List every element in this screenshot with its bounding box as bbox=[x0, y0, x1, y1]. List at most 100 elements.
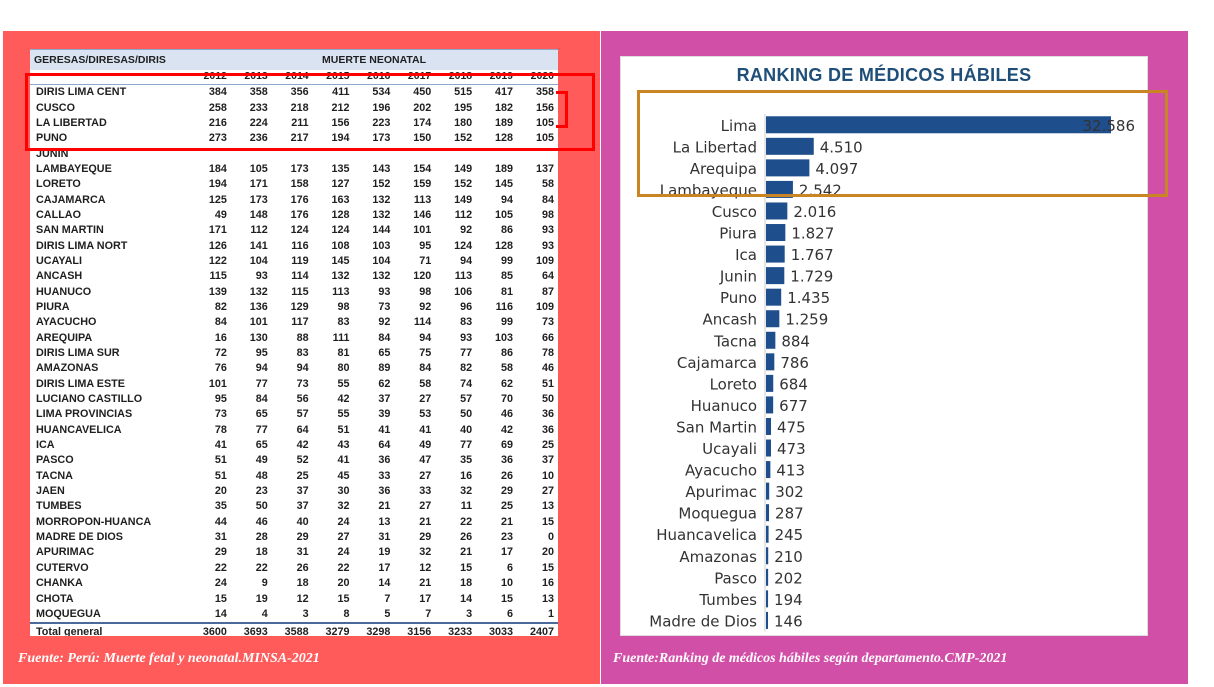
value-cell: 33 bbox=[378, 469, 391, 482]
value-cell: 101 bbox=[249, 316, 268, 329]
value-cell: 3298 bbox=[353, 622, 395, 636]
table-row: AMAZONAS 76 94 94 80 89 84 82 58 46 bbox=[30, 361, 558, 376]
value-cell: 84 bbox=[214, 316, 227, 329]
value-cell: 135 bbox=[331, 162, 350, 175]
value-cell: 216 bbox=[208, 116, 227, 129]
ranking-chart-panel: RANKING DE MÉDICOS HÁBILES bbox=[620, 56, 1148, 636]
bar-huanuco bbox=[766, 396, 774, 414]
value-cell: 105 bbox=[535, 132, 554, 145]
highlight-box-orange bbox=[637, 90, 1168, 197]
value-cell: 80 bbox=[337, 362, 350, 375]
value-cell: 84 bbox=[255, 393, 268, 406]
value-cell: 112 bbox=[454, 208, 473, 221]
value-cell: 18 bbox=[296, 577, 309, 590]
value-cell: 52 bbox=[296, 454, 309, 467]
data-table: GERESAS/DIRESAS/DIRIS MUERTE NEONATAL 20… bbox=[30, 49, 558, 636]
table-row: CALLAO 49 148 176 128 132 146 112 105 98 bbox=[30, 208, 558, 223]
value-cell: 173 bbox=[372, 132, 391, 145]
value-cell: 94 bbox=[419, 331, 432, 344]
value-cell: 92 bbox=[378, 316, 391, 329]
value-cell: 156 bbox=[331, 116, 350, 129]
value-cell: 116 bbox=[291, 239, 309, 252]
value-cell: 5 bbox=[384, 607, 391, 620]
value-cell: 85 bbox=[500, 270, 513, 283]
value-cell: 148 bbox=[249, 208, 268, 221]
table-row: MOQUEGUA 14 4 3 8 5 7 3 6 1 bbox=[30, 607, 558, 623]
value-label: 884 bbox=[781, 332, 810, 350]
value-cell: 108 bbox=[331, 239, 350, 252]
value-cell: 40 bbox=[296, 515, 309, 528]
value-cell: 9 bbox=[261, 577, 268, 590]
value-cell: 4 bbox=[261, 607, 268, 620]
total-row: Total general 3600 3693 3588 3279 3298 3156 323… bbox=[30, 622, 558, 636]
value-cell: 77 bbox=[255, 423, 268, 436]
value-cell: 22 bbox=[214, 561, 227, 574]
value-cell: 194 bbox=[208, 178, 227, 191]
value-cell: 27 bbox=[419, 500, 432, 513]
region-name-cell: DIRIS LIMA ESTE bbox=[36, 377, 125, 390]
value-cell: 14 bbox=[460, 592, 473, 605]
region-name-cell: TUMBES bbox=[36, 500, 82, 513]
value-label: 473 bbox=[777, 440, 806, 458]
value-cell: 120 bbox=[413, 270, 432, 283]
value-cell: 46 bbox=[500, 408, 513, 421]
value-cell: 43 bbox=[337, 439, 350, 452]
bar-cajamarca bbox=[766, 353, 775, 371]
value-cell: 16 bbox=[460, 469, 473, 482]
table-row: JAEN 20 23 37 30 36 33 32 29 27 bbox=[30, 484, 558, 499]
bar-lambayeque bbox=[766, 180, 793, 198]
table-row: CHOTA 15 19 12 15 7 17 14 15 13 bbox=[30, 591, 558, 606]
value-cell: 384 bbox=[208, 86, 227, 99]
value-cell: 145 bbox=[331, 254, 350, 267]
table-row: LUCIANO CASTILLO 95 84 56 42 37 27 57 70 50 bbox=[30, 392, 558, 407]
bar-la-libertad bbox=[766, 137, 814, 155]
value-cell: 23 bbox=[255, 485, 268, 498]
value-cell: 117 bbox=[291, 316, 309, 329]
value-cell: 173 bbox=[249, 193, 268, 206]
value-cell: 104 bbox=[249, 254, 268, 267]
value-cell: 11 bbox=[460, 500, 473, 513]
value-cell: 73 bbox=[214, 408, 227, 421]
value-cell: 158 bbox=[290, 178, 309, 191]
value-cell: 15 bbox=[541, 515, 554, 528]
value-cell: 127 bbox=[331, 178, 350, 191]
region-name-cell: CALLAO bbox=[36, 208, 81, 221]
region-name-cell: LORETO bbox=[36, 178, 81, 191]
value-cell: 83 bbox=[337, 316, 350, 329]
value-cell: 83 bbox=[296, 347, 309, 360]
value-cell: 6 bbox=[506, 561, 513, 574]
value-cell: 15 bbox=[500, 592, 513, 605]
value-cell: 26 bbox=[460, 531, 473, 544]
value-cell: 19 bbox=[255, 592, 268, 605]
value-cell: 171 bbox=[249, 178, 268, 191]
value-cell: 3233 bbox=[435, 622, 477, 636]
bar-amazonas bbox=[766, 547, 769, 565]
value-cell: 35 bbox=[460, 454, 473, 467]
value-cell: 184 bbox=[208, 162, 227, 175]
value-cell: 104 bbox=[372, 254, 391, 267]
bar-ica bbox=[766, 245, 785, 263]
value-cell: 55 bbox=[337, 408, 350, 421]
value-cell: 82 bbox=[214, 300, 227, 313]
value-label: 32.586 bbox=[1083, 117, 1136, 135]
value-cell: 132 bbox=[372, 208, 391, 221]
region-name-cell: CHOTA bbox=[36, 592, 74, 605]
value-cell: 194 bbox=[331, 132, 350, 145]
table-row: PUNO 273 236 217 194 173 150 152 128 105 bbox=[30, 131, 558, 146]
category-label: La Libertad bbox=[673, 138, 757, 156]
value-cell: 62 bbox=[500, 377, 513, 390]
value-cell: 182 bbox=[494, 101, 513, 114]
value-cell: 41 bbox=[337, 454, 350, 467]
value-cell: 36 bbox=[500, 454, 513, 467]
category-label: Piura bbox=[719, 225, 757, 243]
value-cell: 273 bbox=[208, 132, 227, 145]
value-cell: 36 bbox=[541, 408, 554, 421]
bar-ayacucho bbox=[766, 461, 771, 479]
value-cell: 176 bbox=[290, 193, 309, 206]
value-cell: 99 bbox=[500, 316, 513, 329]
bar-tumbes bbox=[766, 590, 769, 608]
value-cell: 143 bbox=[372, 162, 391, 175]
value-cell: 358 bbox=[249, 86, 268, 99]
value-cell: 195 bbox=[454, 101, 473, 114]
value-cell: 101 bbox=[413, 224, 432, 237]
